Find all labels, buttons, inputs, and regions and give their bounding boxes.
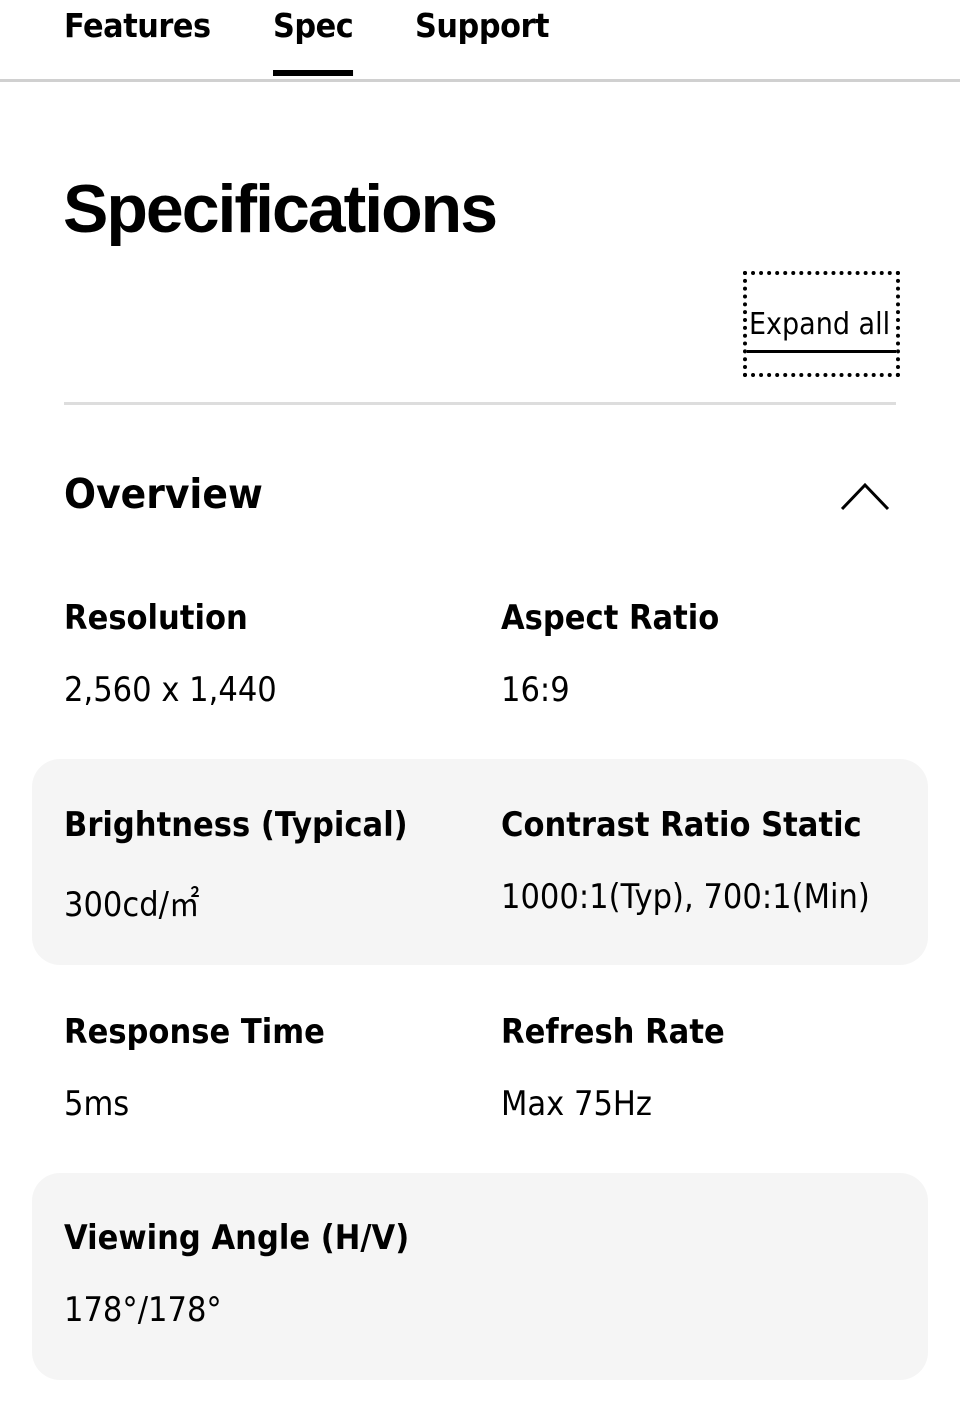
spec-label: Aspect Ratio bbox=[501, 598, 720, 638]
spec-value: 1000:1(Typ), 700:1(Min) bbox=[501, 877, 870, 917]
expand-all-underline bbox=[747, 350, 896, 353]
spec-label: Response Time bbox=[64, 1012, 325, 1052]
chevron-up-icon[interactable] bbox=[840, 480, 890, 512]
spec-label: Refresh Rate bbox=[501, 1012, 725, 1052]
page-title: Specifications bbox=[63, 171, 498, 247]
expand-all-label: Expand all bbox=[749, 307, 891, 342]
spec-value: 300cd/㎡ bbox=[64, 885, 200, 925]
spec-value: 5ms bbox=[64, 1084, 130, 1124]
spec-row: Resolution 2,560 x 1,440 Aspect Ratio 16… bbox=[32, 590, 928, 730]
tab-bar: Features Spec Support bbox=[0, 0, 960, 82]
spec-value: 16:9 bbox=[501, 670, 570, 710]
spec-row: Brightness (Typical) 300cd/㎡ Contrast Ra… bbox=[32, 759, 928, 965]
spec-label: Brightness (Typical) bbox=[64, 805, 408, 845]
spec-label: Contrast Ratio Static bbox=[501, 805, 862, 845]
expand-all-button[interactable]: Expand all bbox=[743, 271, 900, 377]
spec-value: 178°/178° bbox=[64, 1290, 222, 1330]
spec-label: Viewing Angle (H/V) bbox=[64, 1218, 410, 1258]
tab-spec[interactable]: Spec bbox=[273, 6, 354, 76]
section-title-overview[interactable]: Overview bbox=[64, 470, 263, 518]
spec-value: Max 75Hz bbox=[501, 1084, 653, 1124]
spec-value: 2,560 x 1,440 bbox=[64, 670, 277, 710]
spec-row: Response Time 5ms Refresh Rate Max 75Hz bbox=[32, 1000, 928, 1140]
tab-support[interactable]: Support bbox=[415, 6, 550, 45]
spec-row: Viewing Angle (H/V) 178°/178° bbox=[32, 1173, 928, 1380]
divider bbox=[64, 402, 896, 405]
spec-label: Resolution bbox=[64, 598, 248, 638]
tab-features[interactable]: Features bbox=[64, 6, 211, 45]
